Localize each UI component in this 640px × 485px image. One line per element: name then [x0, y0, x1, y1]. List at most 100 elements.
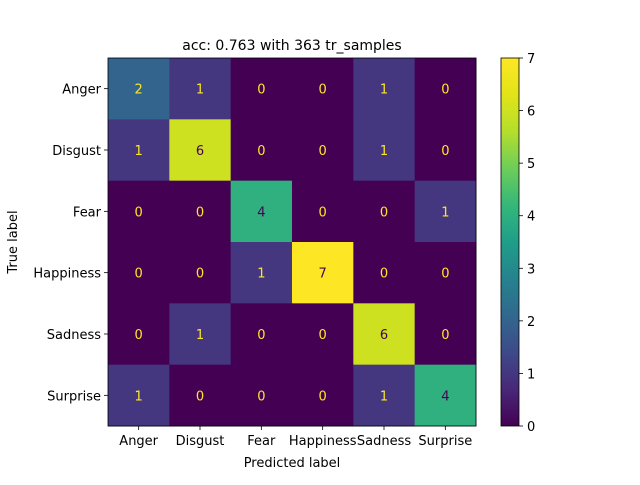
y-tick-label: Fear — [73, 205, 102, 220]
colorbar-tick-label: 7 — [527, 52, 535, 67]
heatmap-cell — [414, 303, 477, 366]
cell-value-label: 1 — [441, 205, 449, 220]
cell-value-label: 0 — [135, 328, 143, 343]
cell-value-label: 1 — [380, 83, 388, 98]
heatmap-cell — [230, 119, 293, 182]
heatmap-cell — [353, 364, 416, 427]
cell-value-label: 4 — [441, 389, 449, 404]
heatmap-cell — [169, 119, 232, 182]
cell-value-label: 0 — [319, 389, 327, 404]
cell-value-label: 6 — [380, 328, 388, 343]
cell-value-label: 4 — [257, 205, 265, 220]
heatmap-cell — [230, 242, 293, 304]
chart-title: acc: 0.763 with 363 tr_samples — [182, 38, 401, 54]
cell-value-label: 0 — [441, 328, 449, 343]
cell-value-label: 0 — [257, 83, 265, 98]
cell-value-label: 0 — [257, 144, 265, 159]
heatmap-cell — [230, 364, 293, 427]
x-axis-label: Predicted label — [244, 456, 341, 471]
heatmap-cell — [414, 364, 477, 427]
colorbar-tick-label: 5 — [527, 157, 535, 172]
x-axis: Anger Disgust Fear Happiness Sadness Surprise — [119, 426, 472, 449]
heatmap-cell — [108, 242, 170, 304]
y-axis: Anger Disgust Fear Happiness Sadness Surprise — [33, 83, 108, 404]
heatmap-cell — [353, 180, 416, 243]
cell-value-label: 1 — [196, 83, 204, 98]
cell-value-label: 1 — [135, 389, 143, 404]
heatmap-cell — [230, 180, 293, 243]
x-tick-label: Anger — [119, 434, 158, 449]
colorbar-tick-label: 1 — [527, 367, 535, 382]
heatmap-cell — [169, 180, 232, 243]
heatmap-cell — [353, 58, 416, 120]
heatmap-cell — [353, 242, 416, 304]
heatmap-cell — [108, 119, 170, 182]
cell-value-label: 1 — [380, 389, 388, 404]
y-tick-label: Surprise — [47, 389, 101, 404]
heatmap-cell — [169, 58, 232, 120]
heatmap-cell — [353, 303, 416, 366]
heatmap-cell — [108, 180, 170, 243]
heatmap-cell — [169, 303, 232, 366]
cell-value-label: 0 — [319, 144, 327, 159]
y-tick-label: Anger — [62, 83, 101, 98]
x-tick-label: Happiness — [289, 434, 357, 449]
cell-value-label: 0 — [319, 205, 327, 220]
heatmap-cell — [230, 303, 293, 366]
cell-value-label: 0 — [441, 267, 449, 282]
x-tick-label: Sadness — [357, 434, 411, 449]
cell-value-label: 0 — [257, 328, 265, 343]
cell-value-label: 0 — [319, 83, 327, 98]
colorbar-tick-label: 2 — [527, 315, 535, 330]
x-tick-label: Fear — [247, 434, 276, 449]
cell-value-label: 0 — [196, 389, 204, 404]
cell-value-label: 1 — [257, 267, 265, 282]
colorbar-ticks: 0 1 2 3 4 5 6 7 — [519, 52, 535, 435]
colorbar-tick-label: 3 — [527, 262, 535, 277]
heatmap-cell — [414, 242, 477, 304]
heatmap-cell — [414, 58, 477, 120]
colorbar-tick-label: 6 — [527, 105, 535, 120]
cell-value-label: 0 — [135, 205, 143, 220]
cell-value-label: 7 — [319, 267, 327, 282]
heatmap-cell — [292, 119, 354, 182]
cell-value-label: 0 — [196, 267, 204, 282]
heatmap-cell — [230, 58, 293, 120]
colorbar-tick-label: 4 — [527, 210, 535, 225]
cell-value-label: 0 — [441, 144, 449, 159]
heatmap-cell — [292, 58, 354, 120]
cell-value-label: 1 — [196, 328, 204, 343]
cell-value-label: 0 — [441, 83, 449, 98]
y-tick-label: Disgust — [52, 144, 101, 159]
heatmap-cell — [108, 58, 170, 120]
cell-value-label: 0 — [135, 267, 143, 282]
y-tick-label: Sadness — [47, 328, 101, 343]
cell-value-label: 0 — [257, 389, 265, 404]
x-tick-label: Surprise — [418, 434, 472, 449]
plot-frame — [107, 57, 477, 427]
heatmap-cell — [169, 364, 232, 427]
heatmap-cell — [292, 180, 354, 243]
heatmap-cell — [292, 303, 354, 366]
heatmap-cell — [414, 180, 477, 243]
cell-value-labels: 2 1 0 0 1 0 1 6 0 0 1 0 0 0 4 0 0 1 0 0 1 7 0 0 0 1 0 0 6 0 1 0 0 0 1 4 — [135, 83, 450, 405]
heatmap-cell — [353, 119, 416, 182]
y-axis-label: True label — [6, 210, 21, 274]
colorbar-tick-label: 0 — [527, 420, 535, 435]
x-tick-label: Disgust — [176, 434, 225, 449]
cell-value-label: 0 — [380, 205, 388, 220]
cell-value-label: 1 — [380, 144, 388, 159]
cell-value-label: 2 — [135, 83, 143, 98]
cell-value-label: 0 — [319, 328, 327, 343]
heatmap-cell — [108, 364, 170, 427]
heatmap-cell — [414, 119, 477, 182]
heatmap-cells — [108, 58, 477, 427]
cell-value-label: 0 — [196, 205, 204, 220]
heatmap-cell — [108, 303, 170, 366]
y-tick-label: Happiness — [33, 267, 101, 282]
cell-value-label: 1 — [135, 144, 143, 159]
heatmap-cell — [169, 242, 232, 304]
heatmap-cell — [292, 364, 354, 427]
